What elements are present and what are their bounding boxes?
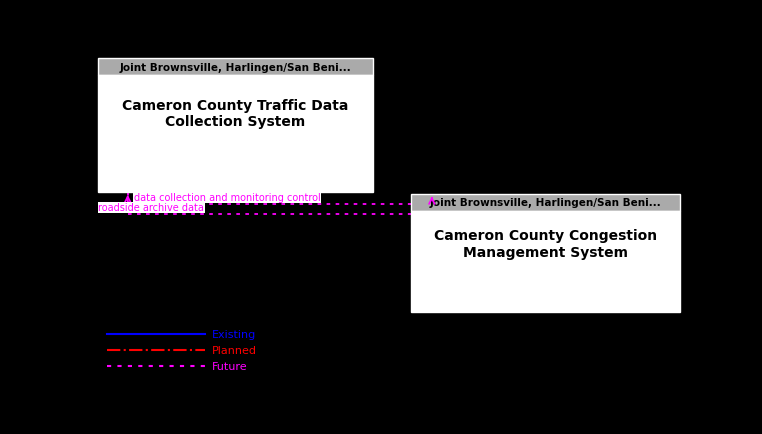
- Bar: [411, 194, 680, 211]
- Bar: [98, 59, 373, 76]
- Bar: [98, 76, 373, 192]
- Text: Planned: Planned: [212, 345, 257, 355]
- Text: Future: Future: [212, 362, 247, 372]
- Text: Joint Brownsville, Harlingen/San Beni...: Joint Brownsville, Harlingen/San Beni...: [120, 62, 351, 72]
- Text: Existing: Existing: [212, 329, 256, 339]
- Text: Cameron County Congestion
Management System: Cameron County Congestion Management Sys…: [434, 229, 657, 259]
- Bar: [411, 211, 680, 313]
- Text: data collection and monitoring control: data collection and monitoring control: [133, 193, 320, 203]
- Text: roadside archive data: roadside archive data: [98, 203, 204, 213]
- Text: Cameron County Traffic Data
Collection System: Cameron County Traffic Data Collection S…: [123, 98, 349, 128]
- Text: Joint Brownsville, Harlingen/San Beni...: Joint Brownsville, Harlingen/San Beni...: [430, 198, 661, 208]
